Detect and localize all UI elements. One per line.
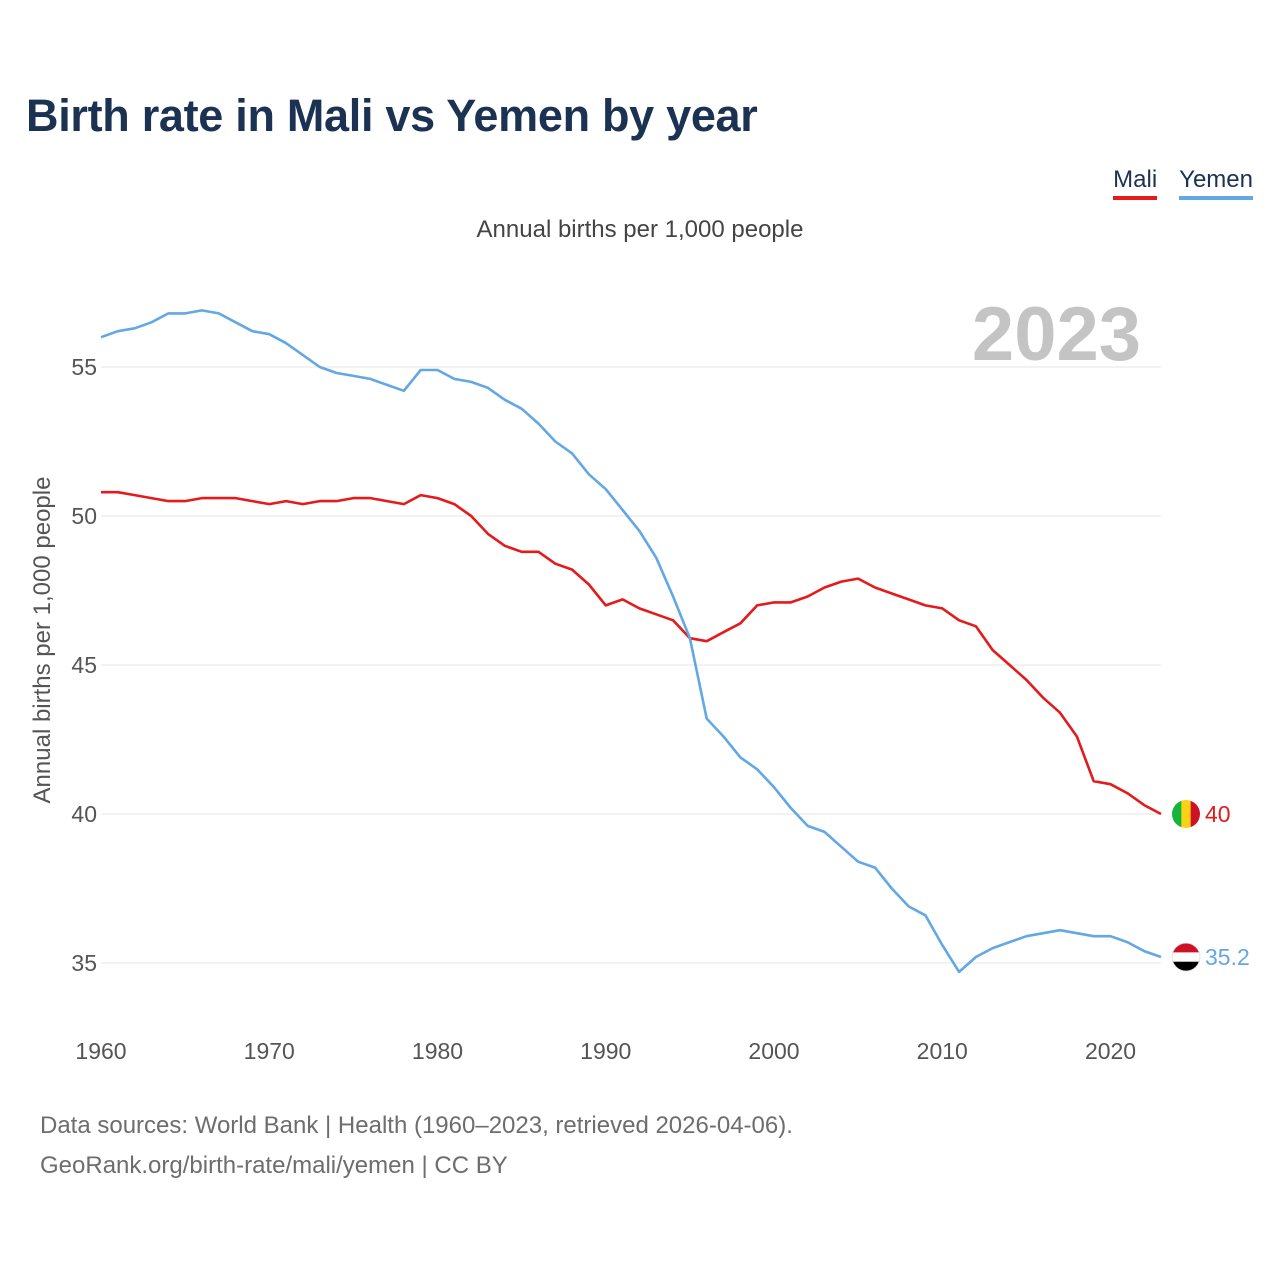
source-line-2[interactable]: GeoRank.org/birth-rate/mali/yemen | CC B…: [40, 1152, 508, 1179]
end-label-yemen: 35.2: [1205, 944, 1250, 970]
yemen-flag-outline: [1171, 942, 1201, 972]
y-tick-label-50: 50: [71, 503, 97, 529]
x-tick-label-2010: 2010: [917, 1038, 968, 1064]
yemen-flag-icon: [1172, 943, 1200, 972]
y-axis-label: Annual births per 1,000 people: [29, 477, 56, 804]
x-tick-label-1970: 1970: [244, 1038, 295, 1064]
chart-subtitle: Annual births per 1,000 people: [476, 216, 804, 243]
x-tick-label-1960: 1960: [75, 1038, 126, 1064]
y-tick-label-55: 55: [71, 354, 97, 380]
legend-item-yemen[interactable]: Yemen: [1179, 166, 1253, 200]
y-tick-label-40: 40: [71, 801, 97, 827]
source-line-1: Data sources: World Bank | Health (1960–…: [40, 1112, 793, 1139]
series-line-mali: [101, 490, 1162, 816]
legend: Mali Yemen: [1113, 166, 1253, 200]
legend-item-mali[interactable]: Mali: [1113, 166, 1158, 200]
end-label-mali: 40: [1205, 801, 1231, 827]
y-tick-label-45: 45: [71, 652, 97, 678]
y-tick-label-35: 35: [71, 950, 97, 976]
mali-flag-icon: [1172, 800, 1200, 828]
year-label: 2023: [972, 292, 1141, 377]
series-line-yemen: [100, 309, 1162, 974]
x-tick-label-2020: 2020: [1085, 1038, 1136, 1064]
source-note: Data sources: World Bank | Health (1960–…: [40, 1106, 793, 1186]
chart-title: Birth rate in Mali vs Yemen by year: [26, 90, 758, 141]
x-tick-label-1990: 1990: [580, 1038, 631, 1064]
x-tick-label-2000: 2000: [748, 1038, 799, 1064]
x-tick-label-1980: 1980: [412, 1038, 463, 1064]
